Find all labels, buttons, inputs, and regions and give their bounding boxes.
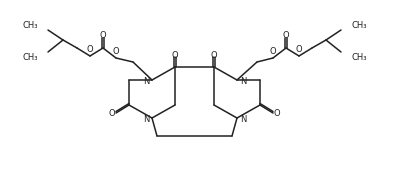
Text: CH₃: CH₃	[351, 21, 366, 31]
Text: O: O	[100, 31, 106, 40]
Text: O: O	[270, 48, 276, 57]
Text: O: O	[283, 31, 289, 40]
Text: N: N	[143, 115, 149, 124]
Text: O: O	[109, 109, 115, 119]
Text: CH₃: CH₃	[351, 53, 366, 61]
Text: N: N	[143, 76, 149, 85]
Text: O: O	[296, 46, 302, 55]
Text: O: O	[113, 48, 119, 57]
Text: N: N	[240, 76, 246, 85]
Text: N: N	[240, 115, 246, 124]
Text: O: O	[211, 51, 217, 59]
Text: CH₃: CH₃	[22, 21, 38, 31]
Text: O: O	[172, 51, 178, 59]
Text: CH₃: CH₃	[22, 53, 38, 61]
Text: O: O	[87, 46, 93, 55]
Text: O: O	[274, 109, 280, 119]
